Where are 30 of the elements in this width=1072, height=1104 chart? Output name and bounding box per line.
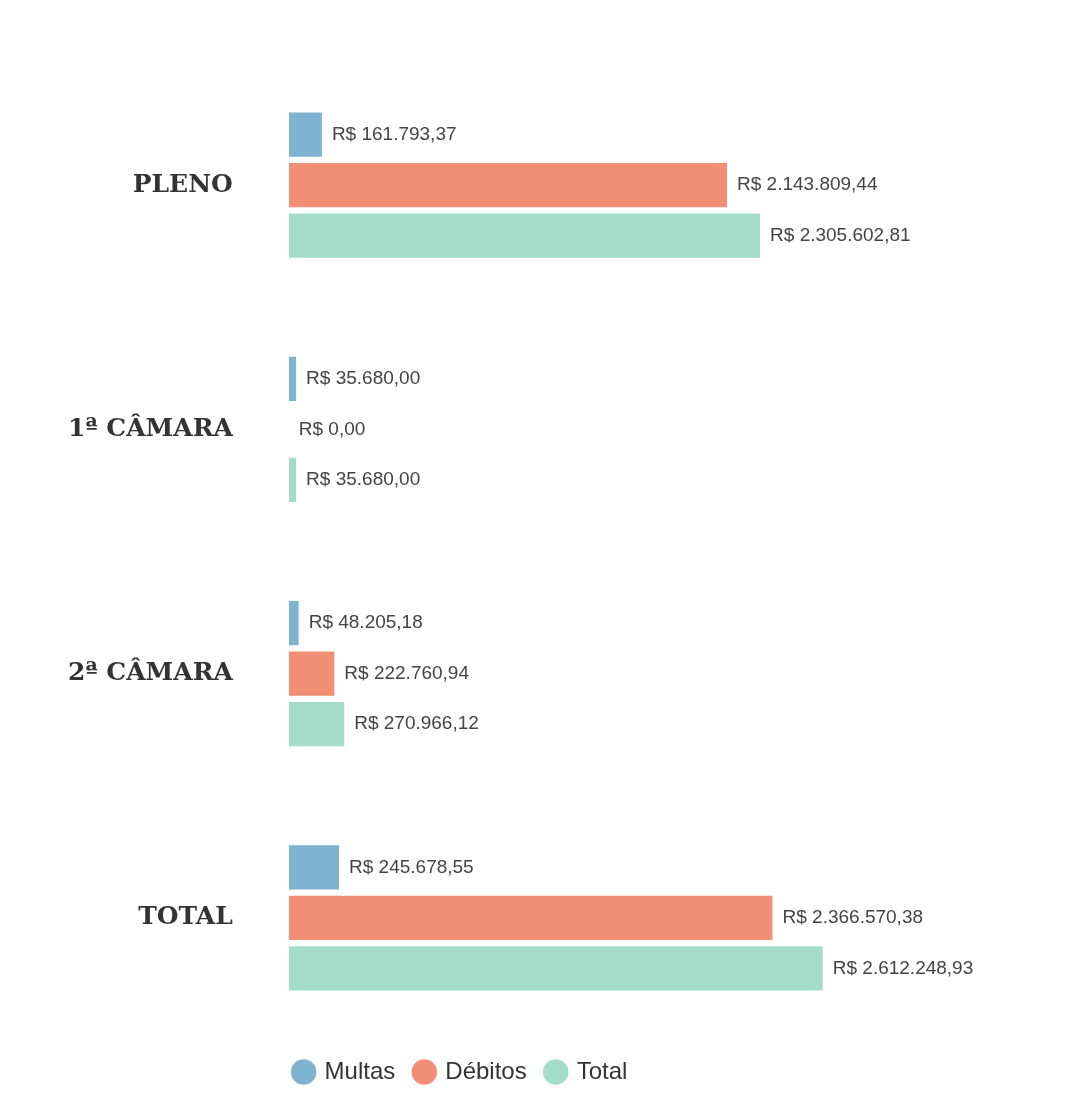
- data-label: R$ 222.760,94: [344, 661, 470, 683]
- data-label: R$ 245.678,55: [349, 855, 474, 877]
- bar: [288, 701, 345, 747]
- data-label: R$ 0,00: [298, 417, 366, 439]
- data-label: R$ 2.305.602,81: [770, 223, 911, 245]
- bar: [288, 356, 297, 402]
- data-label: R$ 35.680,00: [306, 367, 421, 389]
- data-label: R$ 161.793,37: [331, 122, 457, 144]
- bar: [288, 845, 340, 890]
- data-label: R$ 2.143.809,44: [737, 173, 878, 195]
- bar: [288, 213, 761, 258]
- data-label: R$ 270.966,12: [354, 712, 479, 734]
- legend-label: Total: [576, 1056, 628, 1084]
- bar: [288, 895, 773, 941]
- bar: [288, 162, 727, 208]
- data-label: R$ 2.612.248,93: [832, 956, 974, 978]
- data-label: R$ 48.205,18: [308, 611, 423, 633]
- bar: [288, 457, 297, 503]
- y-tick-label: 2ª CÂMARA: [67, 657, 234, 687]
- bar: [288, 651, 335, 696]
- data-label: R$ 35.680,00: [306, 468, 421, 490]
- y-tick-label: 1ª CÂMARA: [67, 412, 234, 442]
- data-label: R$ 2.366.570,38: [782, 906, 924, 928]
- legend-label: Débitos: [445, 1056, 527, 1084]
- y-tick-label: TOTAL: [138, 901, 234, 931]
- legend-label: Multas: [324, 1056, 396, 1084]
- bar: [288, 600, 299, 646]
- y-tick-label: PLENO: [132, 168, 233, 198]
- bar: [288, 112, 322, 157]
- bar: [288, 946, 823, 991]
